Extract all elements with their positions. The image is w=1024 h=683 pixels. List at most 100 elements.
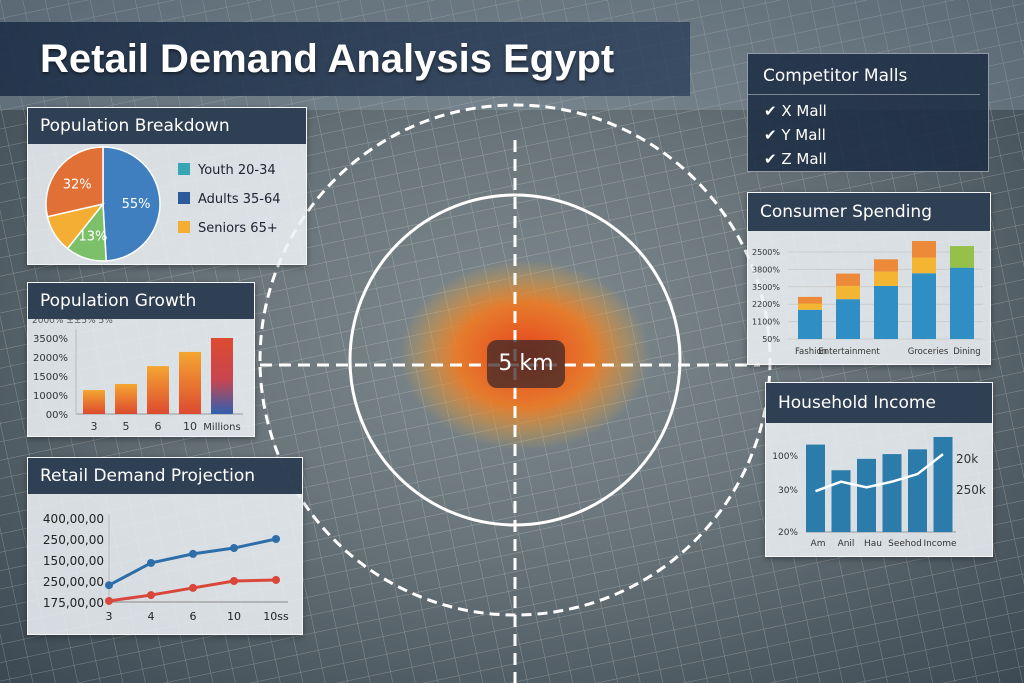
mall-item: ✔ Z Mall bbox=[764, 150, 827, 168]
bar bbox=[908, 449, 927, 532]
x-tick-label: Entertainment bbox=[818, 347, 880, 357]
data-point bbox=[272, 575, 280, 584]
y-tick-label: 2200% bbox=[752, 300, 780, 309]
y-tick-label: 1500% bbox=[33, 372, 68, 383]
competitor-malls-title: Competitor Malls bbox=[748, 54, 980, 95]
bar-segment bbox=[798, 303, 822, 310]
x-tick-label: 6 bbox=[190, 610, 197, 623]
x-tick-label: Hau bbox=[864, 539, 882, 549]
y-tick-label: 3500% bbox=[33, 334, 68, 345]
bar bbox=[211, 338, 233, 414]
y-tick-label: 1000% bbox=[33, 391, 68, 402]
retail-demand-projection-panel: Retail Demand Projection 175,00,00 250,00… bbox=[27, 457, 303, 635]
panel-title: Consumer Spending bbox=[748, 193, 990, 231]
bar bbox=[933, 437, 953, 532]
x-tick-label: Groceries bbox=[908, 347, 949, 357]
household-income-chart: 100% 30% 20% 20k 250k Am Anil Hau Seehod Income bbox=[772, 437, 986, 549]
bar-segment bbox=[912, 257, 936, 274]
bar bbox=[806, 444, 825, 532]
bar-segment bbox=[950, 246, 974, 268]
legend-item: Seniors 65+ bbox=[178, 221, 278, 236]
bar-segment bbox=[874, 259, 898, 272]
x-tick-label: 4 bbox=[148, 610, 155, 623]
population-breakdown-panel: Population Breakdown 55% 13% 32% Youth 20-… bbox=[27, 107, 307, 265]
x-tick-label: 10 bbox=[183, 420, 197, 433]
bar-segment bbox=[798, 309, 822, 339]
pie-slice-label: 32% bbox=[63, 177, 92, 192]
right-tick-label: 250k bbox=[956, 483, 986, 497]
data-point bbox=[189, 583, 197, 592]
y-tick-label: 250,00,00 bbox=[43, 533, 104, 547]
y-tick-label: 1100% bbox=[752, 318, 780, 327]
bar-segment bbox=[912, 241, 936, 258]
household-income-panel: Household Income 100% 30% 20% 20k 250k Am Anil… bbox=[765, 382, 993, 557]
series-line bbox=[108, 537, 277, 587]
x-tick-label: 6 bbox=[155, 420, 162, 433]
data-point bbox=[189, 549, 197, 558]
y-tick-label: 30% bbox=[778, 486, 798, 496]
bar-segment bbox=[798, 296, 822, 304]
legend-item: Adults 35-64 bbox=[178, 192, 281, 207]
mall-item: ✔ X Mall bbox=[764, 102, 827, 120]
panel-title: Household Income bbox=[766, 383, 992, 423]
pie-slice-label: 55% bbox=[122, 197, 151, 212]
bar-segment bbox=[836, 285, 860, 300]
bar-segment bbox=[874, 271, 898, 286]
bar bbox=[831, 470, 851, 532]
population-growth-panel: Population Growth 2000% ±±5% 5% 00% 1000% 1… bbox=[27, 282, 255, 437]
x-tick-label: Millions bbox=[203, 422, 240, 433]
data-point bbox=[230, 544, 238, 553]
y-tick-label: 20% bbox=[778, 528, 798, 538]
bar bbox=[147, 366, 169, 414]
y-tick-label: 00% bbox=[46, 410, 68, 421]
bar-segment bbox=[836, 273, 860, 286]
data-point bbox=[147, 558, 155, 567]
bar-segment bbox=[950, 267, 974, 339]
y-tick-label: 50% bbox=[762, 335, 780, 344]
pie-chart: 55% 13% 32% bbox=[45, 146, 161, 262]
y-tick-label: 3800% bbox=[752, 265, 780, 274]
y-tick-label: 100% bbox=[772, 452, 798, 462]
bar bbox=[882, 454, 902, 532]
x-tick-label: 3 bbox=[91, 420, 98, 433]
pie-slice bbox=[45, 146, 104, 218]
legend-item: Youth 20-34 bbox=[178, 163, 276, 178]
income-line bbox=[815, 453, 944, 493]
y-tick-label: 400,00,00 bbox=[43, 512, 104, 526]
x-tick-label: Income bbox=[923, 539, 957, 549]
panel-title: Population Breakdown bbox=[28, 108, 306, 144]
y-tick-label: 2500% bbox=[752, 248, 780, 257]
x-tick-label: Am bbox=[811, 539, 826, 549]
consumer-spending-panel: Consumer Spending 50% 1100% 2200% 3500% 3800… bbox=[747, 192, 991, 365]
y-tick-label: 250,00,00 bbox=[43, 575, 104, 589]
y-tick-label: 175,00,00 bbox=[43, 596, 104, 610]
bar-segment bbox=[874, 285, 898, 339]
bar bbox=[115, 383, 137, 414]
competitor-malls-panel: Competitor Malls ✔ X Mall ✔ Y Mall ✔ Z M… bbox=[747, 53, 989, 172]
y-tick-label: 150,00,00 bbox=[43, 554, 104, 568]
bar-segment bbox=[836, 299, 860, 339]
data-point bbox=[147, 591, 155, 600]
bar bbox=[179, 351, 201, 414]
data-point bbox=[105, 581, 113, 590]
x-tick-label: 3 bbox=[106, 610, 113, 623]
x-tick-label: Anil bbox=[838, 539, 855, 549]
consumer-spending-chart: 50% 1100% 2200% 3500% 3800% 2500% FashionEnter… bbox=[752, 241, 983, 357]
panel-title: Retail Demand Projection bbox=[28, 458, 302, 494]
data-point bbox=[230, 577, 238, 585]
x-tick-label: Dining bbox=[953, 347, 980, 357]
pie-slice bbox=[102, 146, 161, 262]
right-tick-label: 20k bbox=[956, 452, 978, 466]
page-title: Retail Demand Analysis Egypt bbox=[0, 22, 690, 96]
panel-title: Population Growth bbox=[28, 283, 254, 319]
data-point bbox=[105, 596, 113, 605]
y-tick-label: 2000% bbox=[33, 353, 68, 364]
retail-demand-projection-chart: 175,00,00 250,00,00 150,00,00 250,00,00 400,… bbox=[43, 512, 289, 623]
x-tick-label: Seehod bbox=[888, 539, 922, 549]
top-note: 2000% ±±5% 5% bbox=[32, 319, 113, 326]
x-tick-label: 10ss bbox=[263, 610, 289, 623]
radius-label: 5 km bbox=[487, 340, 565, 388]
y-tick-label: 3500% bbox=[752, 283, 780, 292]
data-point bbox=[272, 535, 280, 543]
population-growth-chart: 2000% ±±5% 5% 00% 1000% 1500% 2000% 3500% 3 5 6 1… bbox=[32, 319, 243, 433]
